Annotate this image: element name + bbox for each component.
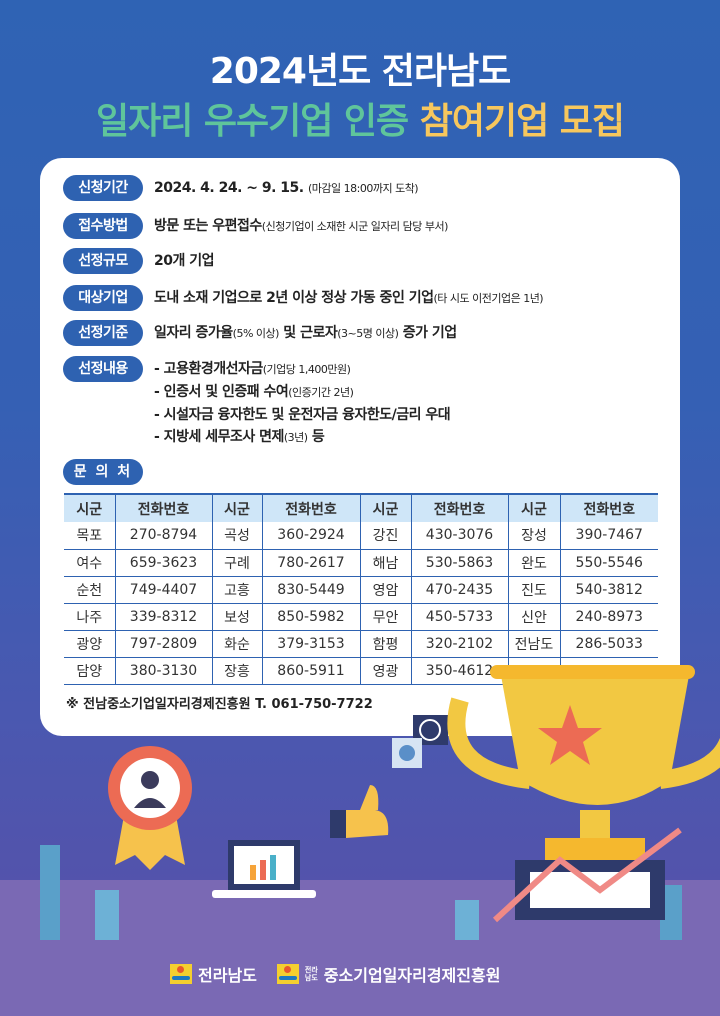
column-header: 시군 (507, 493, 560, 522)
region-cell: 보성 (211, 603, 262, 631)
region-cell: 곡성 (211, 522, 262, 550)
region-cell: 나주 (64, 603, 115, 631)
benefit-item: - 인증서 및 인증패 수여(인증기간 2년) (154, 384, 354, 400)
region-cell: 담양 (64, 657, 115, 685)
phone-cell: 339-8312 (114, 603, 212, 631)
label-criteria: 선정기준 (63, 320, 143, 346)
region-cell: 여수 (64, 549, 115, 577)
phone-cell: 749-4407 (114, 576, 212, 604)
label-method: 접수방법 (63, 213, 143, 239)
region-cell: 전남도 (507, 630, 560, 658)
jeonnam-logo: 전라남도 (170, 962, 257, 986)
label-scale: 선정규모 (63, 248, 143, 274)
region-cell: 완도 (507, 549, 560, 577)
column-header: 시군 (64, 493, 115, 522)
phone-cell: 380-3130 (114, 657, 212, 685)
region-cell: 함평 (359, 630, 411, 658)
column-header: 전화번호 (261, 493, 360, 522)
region-cell: 장성 (507, 522, 560, 550)
table-row: 광양 797-2809 화순 379-3153 함평 320-2102 전남도 286-503… (64, 630, 658, 658)
region-cell: 고흥 (211, 576, 262, 604)
phone-cell: 430-3076 (410, 522, 508, 550)
illustration (40, 665, 720, 940)
region-cell: 해남 (359, 549, 411, 577)
phone-cell: 379-3153 (261, 630, 360, 658)
value-period: 2024. 4. 24. ~ 9. 15. (마감일 18:00까지 도착) (154, 180, 419, 196)
phone-cell: 850-5982 (261, 603, 360, 631)
value-scale: 20개 기업 (154, 253, 215, 269)
thumbs-up-icon (330, 785, 389, 838)
region-cell: 순천 (64, 576, 115, 604)
title-line2: 일자리 우수기업 인증 참여기업 모집 (96, 101, 625, 142)
phone-cell: 797-2809 (114, 630, 212, 658)
phone-cell: 470-2435 (410, 576, 508, 604)
phone-cell: 450-5733 (410, 603, 508, 631)
title-line1: 2024년도 전라남도 (209, 51, 511, 92)
phone-cell: 286-5033 (559, 630, 658, 658)
benefit-item: - 시설자금 융자한도 및 운전자금 융자한도/금리 우대 (154, 407, 451, 423)
benefit-item: - 고용환경개선자금(기업당 1,400만원) (154, 361, 351, 377)
label-target: 대상기업 (63, 285, 143, 311)
phone-cell: 830-5449 (261, 576, 360, 604)
column-header: 전화번호 (114, 493, 212, 522)
region-cell: 광양 (64, 630, 115, 658)
phone-cell: 780-2617 (261, 549, 360, 577)
agency-emblem-icon (276, 964, 299, 984)
label-contact: 문 의 처 (63, 459, 143, 485)
phone-cell: 240-8973 (559, 603, 658, 631)
growth-arrow-icon (492, 827, 682, 923)
phone-cell: 320-2102 (410, 630, 508, 658)
region-cell: 강진 (359, 522, 411, 550)
label-benefits: 선정내용 (63, 356, 143, 382)
phone-cell: 270-8794 (114, 522, 212, 550)
phone-cell: 550-5546 (559, 549, 658, 577)
region-cell: 영암 (359, 576, 411, 604)
region-cell: 구례 (211, 549, 262, 577)
value-target: 도내 소재 기업으로 2년 이상 정상 가동 중인 기업(타 시도 이전기업은 … (154, 290, 544, 306)
benefits-list: - 고용환경개선자금(기업당 1,400만원) - 인증서 및 인증패 수여(인… (154, 358, 451, 449)
region-cell: 신안 (507, 603, 560, 631)
coin-icon (392, 715, 448, 768)
medal-icon (108, 746, 192, 870)
column-header: 전화번호 (410, 493, 508, 522)
value-method: 방문 또는 우편접수(신청기업이 소재한 시군 일자리 담당 부서) (154, 218, 448, 234)
column-header: 전화번호 (559, 493, 658, 522)
phone-cell: 540-3812 (559, 576, 658, 604)
info-card: 신청기간 2024. 4. 24. ~ 9. 15. (마감일 18:00까지 … (40, 158, 680, 736)
building-icon (40, 845, 682, 940)
region-cell: 영광 (359, 657, 411, 685)
column-header: 시군 (359, 493, 411, 522)
jeonnam-emblem-icon (170, 964, 192, 984)
phone-cell: 390-7467 (559, 522, 658, 550)
footer-logos: 전라남도 전라 남도 중소기업일자리경제진흥원 (170, 962, 500, 986)
benefit-item: - 지방세 세무조사 면제(3년) 등 (154, 429, 325, 445)
phone-cell: 530-5863 (410, 549, 508, 577)
value-criteria: 일자리 증가율(5% 이상) 및 근로자(3~5명 이상) 증가 기업 (154, 325, 457, 341)
footnote: ※ 전남중소기업일자리경제진흥원 T. 061-750-7722 (66, 697, 373, 712)
region-cell: 무안 (359, 603, 411, 631)
region-cell: 목포 (64, 522, 115, 550)
table-row: 순천 749-4407 고흥 830-5449 영암 470-2435 진도 540-3812 (64, 576, 658, 604)
contact-table: 시군 전화번호 시군 전화번호 시군 전화번호 시군 전화번호 목포 270-8794 곡성 360… (64, 493, 658, 685)
table-row: 목포 270-8794 곡성 360-2924 강진 430-3076 장성 390-7467 (64, 522, 658, 550)
agency-logo: 전라 남도 중소기업일자리경제진흥원 (276, 962, 500, 986)
table-row: 여수 659-3623 구례 780-2617 해남 530-5863 완도 550-5546 (64, 549, 658, 577)
table-row: 나주 339-8312 보성 850-5982 무안 450-5733 신안 240-8973 (64, 603, 658, 631)
region-cell: 진도 (507, 576, 560, 604)
label-period: 신청기간 (63, 175, 143, 201)
phone-cell: 860-5911 (261, 657, 360, 685)
phone-cell: 360-2924 (261, 522, 360, 550)
region-cell: 화순 (211, 630, 262, 658)
trophy-icon (447, 665, 720, 920)
column-header: 시군 (211, 493, 262, 522)
phone-cell: 659-3623 (114, 549, 212, 577)
laptop-icon (212, 840, 316, 898)
region-cell: 장흥 (211, 657, 262, 685)
